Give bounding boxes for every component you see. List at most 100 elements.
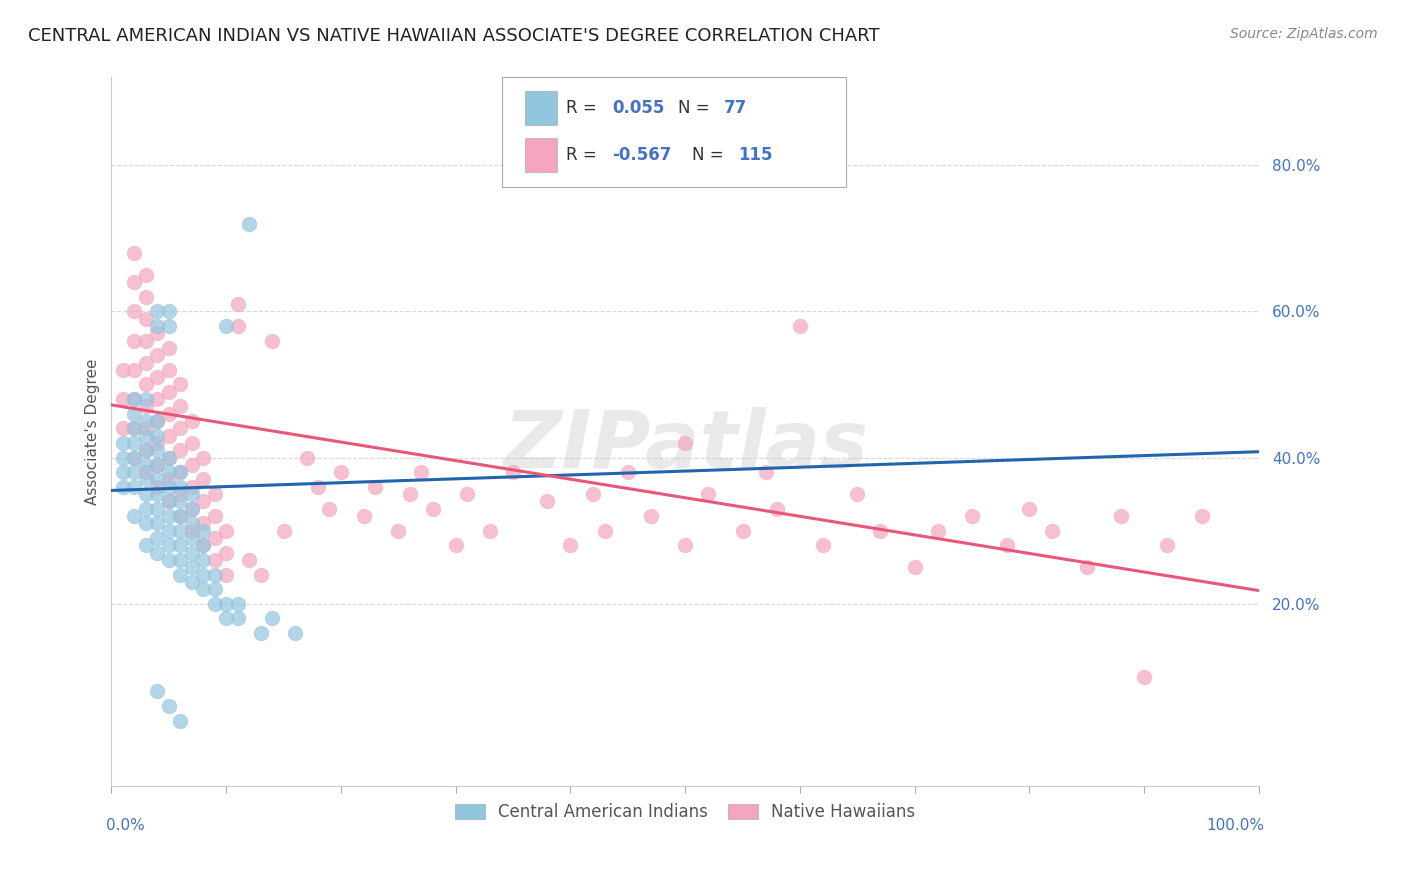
Point [226, 611, 249, 625]
Point [226, 318, 249, 333]
Point [169, 553, 191, 567]
Point [869, 524, 891, 538]
Point [124, 304, 146, 318]
Point [1156, 538, 1178, 552]
Point [146, 414, 169, 428]
Text: 0.0%: 0.0% [105, 818, 145, 833]
Point [180, 531, 202, 545]
Point [273, 524, 295, 538]
Point [124, 363, 146, 377]
Point [846, 487, 869, 501]
Point [1111, 509, 1133, 524]
Point [157, 480, 180, 494]
Point [249, 626, 271, 640]
Point [157, 428, 180, 442]
Point [169, 465, 191, 479]
Point [307, 480, 329, 494]
Point [169, 400, 191, 414]
Point [215, 567, 238, 582]
Point [135, 290, 157, 304]
Point [124, 480, 146, 494]
Text: N =: N = [692, 146, 728, 164]
Point [124, 421, 146, 435]
Point [640, 509, 662, 524]
Point [582, 487, 605, 501]
Point [111, 421, 134, 435]
Point [157, 384, 180, 399]
Point [238, 553, 260, 567]
Point [169, 538, 191, 552]
Point [960, 509, 983, 524]
Point [295, 450, 318, 465]
Point [135, 311, 157, 326]
Point [124, 275, 146, 289]
Text: ZIPatlas: ZIPatlas [503, 407, 868, 485]
Point [456, 487, 478, 501]
Point [215, 611, 238, 625]
Text: R =: R = [565, 146, 602, 164]
Point [204, 531, 226, 545]
Point [180, 501, 202, 516]
Point [146, 531, 169, 545]
Point [157, 524, 180, 538]
Point [157, 553, 180, 567]
Point [193, 494, 215, 508]
Point [111, 450, 134, 465]
Point [135, 458, 157, 472]
Point [329, 465, 352, 479]
Point [1076, 560, 1098, 574]
Point [731, 524, 754, 538]
Point [193, 516, 215, 531]
Point [1191, 509, 1213, 524]
Point [593, 524, 616, 538]
Point [754, 465, 776, 479]
Point [169, 465, 191, 479]
Point [673, 538, 696, 552]
Point [318, 501, 340, 516]
Point [180, 524, 202, 538]
Point [169, 443, 191, 458]
Point [204, 597, 226, 611]
Point [157, 407, 180, 421]
Point [135, 334, 157, 348]
Point [146, 318, 169, 333]
Point [157, 341, 180, 355]
Point [124, 407, 146, 421]
Point [157, 318, 180, 333]
Point [111, 436, 134, 450]
Point [995, 538, 1018, 552]
Point [169, 567, 191, 582]
Text: Source: ZipAtlas.com: Source: ZipAtlas.com [1230, 27, 1378, 41]
Point [180, 414, 202, 428]
Point [135, 268, 157, 282]
Point [157, 538, 180, 552]
Point [193, 553, 215, 567]
Point [204, 487, 226, 501]
Point [157, 465, 180, 479]
Point [169, 509, 191, 524]
Point [193, 538, 215, 552]
FancyBboxPatch shape [502, 78, 846, 187]
Point [560, 538, 582, 552]
Point [169, 509, 191, 524]
Point [169, 524, 191, 538]
Point [157, 304, 180, 318]
Point [124, 245, 146, 260]
Point [146, 436, 169, 450]
Point [111, 363, 134, 377]
Text: N =: N = [678, 99, 716, 117]
Point [1133, 670, 1156, 684]
Point [169, 494, 191, 508]
Point [157, 473, 180, 487]
Point [180, 545, 202, 559]
Point [193, 524, 215, 538]
Point [146, 370, 169, 384]
Point [146, 473, 169, 487]
Point [135, 414, 157, 428]
Point [766, 501, 789, 516]
Point [238, 217, 260, 231]
Point [193, 567, 215, 582]
Point [111, 392, 134, 406]
Text: 100.0%: 100.0% [1206, 818, 1265, 833]
Point [146, 428, 169, 442]
